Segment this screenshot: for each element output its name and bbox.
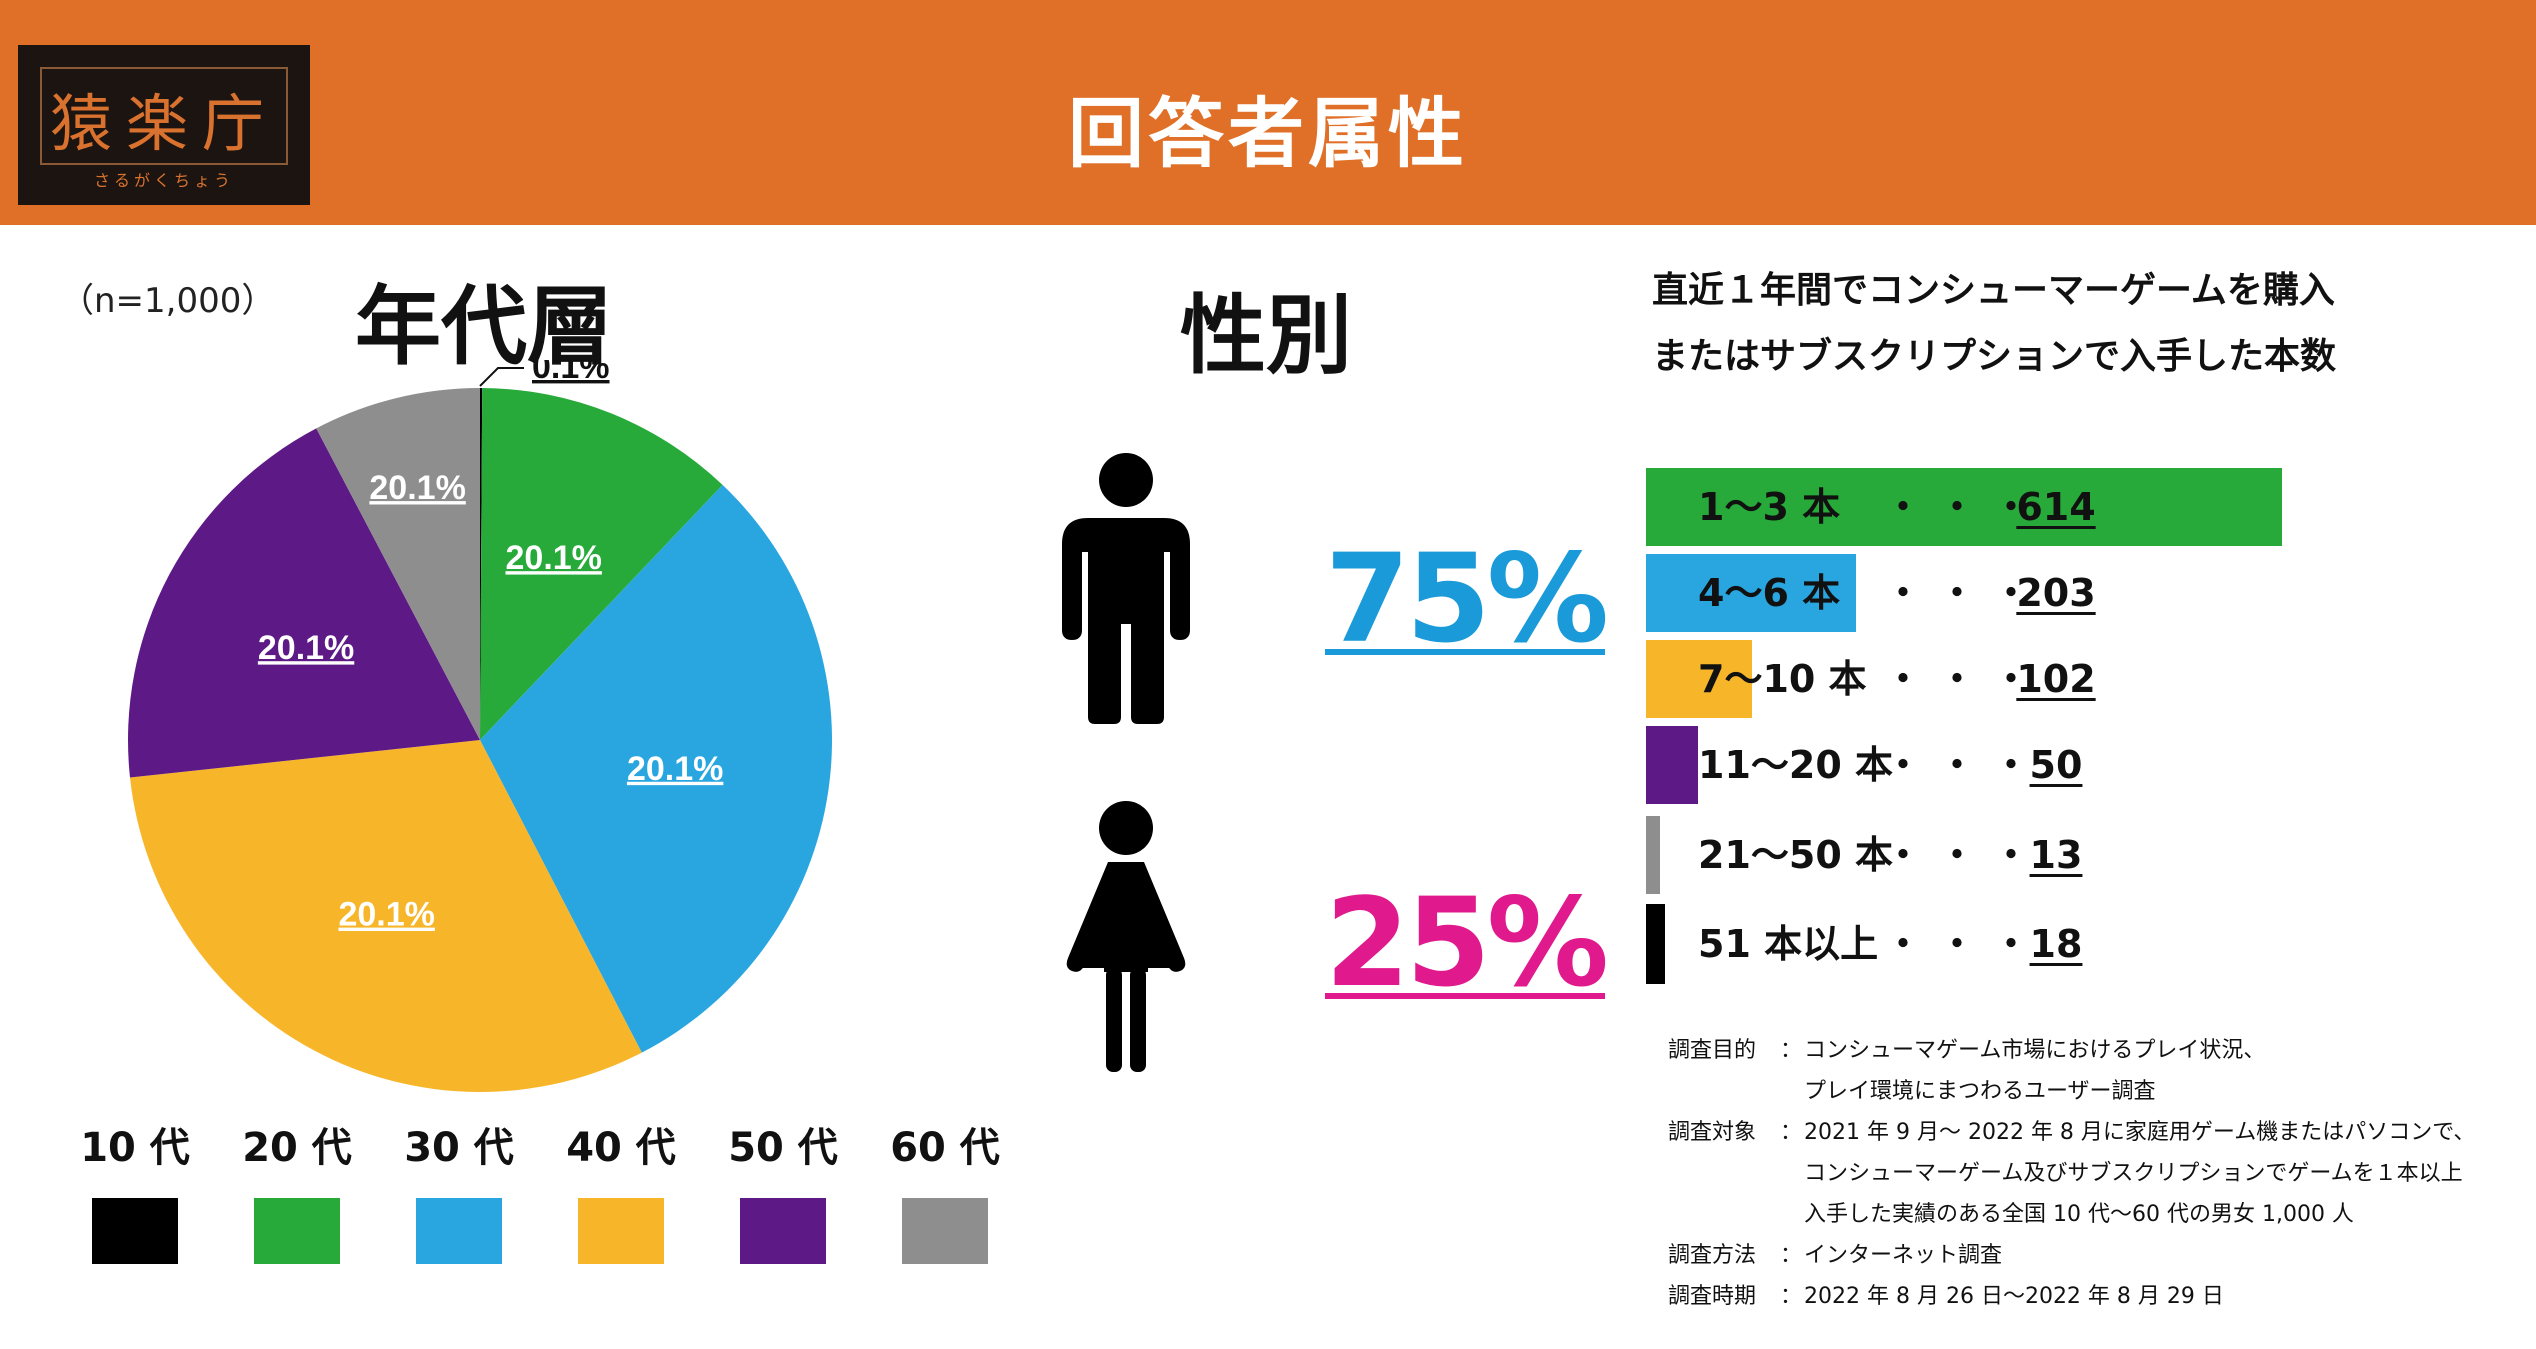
- bar-label: 51 本以上: [1698, 922, 1879, 966]
- pie-label-10代: 0.1%: [532, 360, 610, 386]
- bar-value: 13: [2029, 833, 2083, 877]
- header-bar: 猿楽庁 さるがくちょう 回答者属性: [0, 0, 2536, 225]
- bar-value: 614: [2016, 485, 2096, 529]
- note-separator: ：: [1780, 1284, 1803, 1309]
- legend-item-50代: 50 代: [718, 1120, 848, 1264]
- bar-label: 7〜10 本: [1698, 657, 1867, 701]
- legend-label: 30 代: [404, 1125, 514, 1171]
- legend-label: 10 代: [80, 1125, 190, 1171]
- note-value: 入手した実績のある全国 10 代〜60 代の男女 1,000 人: [1804, 1202, 2354, 1227]
- page-title: 回答者属性: [1068, 89, 1468, 178]
- bar-value: 50: [2029, 743, 2083, 787]
- bar: [1646, 726, 1698, 804]
- legend-item-10代: 10 代: [70, 1120, 200, 1264]
- bar-row: 4〜6 本・・・ 203: [1646, 554, 2506, 632]
- note-separator: ：: [1780, 1038, 1803, 1063]
- female-person-icon: [1066, 801, 1186, 1072]
- bar-chart-title: 直近１年間でコンシューマーゲームを購入 またはサブスクリプションで入手した本数: [1652, 258, 2336, 390]
- bar: [1646, 554, 1856, 632]
- legend-label: 50 代: [728, 1125, 838, 1171]
- pie-leader-line: [479, 367, 524, 387]
- logo-text: 猿楽庁: [49, 87, 278, 160]
- bar-label: 11〜20 本: [1698, 743, 1893, 787]
- legend-swatch: [740, 1198, 826, 1264]
- logo-frame: [40, 67, 288, 165]
- legend-swatch: [92, 1198, 178, 1264]
- bar-row: 51 本以上 ・・・ 18: [1646, 904, 2506, 984]
- pie-label-50代: 20.1%: [258, 629, 354, 667]
- legend-item-30代: 30 代: [394, 1120, 524, 1264]
- bar-row: 11〜20 本・・・ 50: [1646, 726, 2506, 804]
- bar-label: 4〜6 本: [1698, 571, 1841, 615]
- note-value: インターネット調査: [1804, 1243, 2003, 1268]
- pie-label-60代: 20.1%: [369, 469, 465, 507]
- bar-value: 18: [2029, 922, 2083, 966]
- pie-slice-30代: [480, 484, 833, 1053]
- bar: [1646, 640, 1752, 718]
- legend-label: 40 代: [566, 1125, 676, 1171]
- legend-label: 20 代: [242, 1125, 352, 1171]
- legend-swatch: [254, 1198, 340, 1264]
- bar-value: 102: [2016, 657, 2096, 701]
- gender-title: 性別: [1180, 286, 1352, 386]
- bar: [1646, 904, 1665, 984]
- logo: 猿楽庁 さるがくちょう: [18, 45, 310, 205]
- bar-dots: ・・・: [1884, 833, 2047, 877]
- legend-swatch: [578, 1198, 664, 1264]
- pie-label-20代: 20.1%: [506, 539, 602, 577]
- age-legend: 10 代 20 代 30 代 40 代 50 代 60 代: [0, 1120, 1040, 1300]
- bar-row: 1〜3 本・・・ 614: [1646, 468, 2506, 546]
- logo-reading: さるがくちょう: [93, 171, 234, 190]
- age-pie-chart: 0.1% 20.1% 20.1% 20.1% 20.1% 20.1%: [128, 360, 833, 1092]
- note-key: 調査方法: [1668, 1243, 1757, 1268]
- bar-dots: ・・・: [1884, 571, 2047, 615]
- bar-chart-title-line2: またはサブスクリプションで入手した本数: [1652, 336, 2337, 377]
- note-key: 調査対象: [1668, 1120, 1757, 1145]
- bar-dots: ・・・: [1884, 485, 2047, 529]
- bar-dots: ・・・: [1884, 922, 2047, 966]
- note-value: コンシューマゲーム市場におけるプレイ状況、: [1804, 1038, 2266, 1063]
- note-separator: ：: [1780, 1120, 1803, 1145]
- age-chart-title: 年代層: [355, 277, 613, 377]
- pie-label-30代: 20.1%: [627, 750, 723, 788]
- male-person-icon: [1062, 453, 1190, 724]
- pie-slice-50代: [128, 428, 480, 778]
- legend-item-20代: 20 代: [232, 1120, 362, 1264]
- bar-chart-title-line1: 直近１年間でコンシューマーゲームを購入: [1652, 270, 2335, 311]
- pie-slice-20代: [480, 388, 723, 740]
- bar-row: 7〜10 本・・・ 102: [1646, 640, 2506, 718]
- pie-slice-60代: [316, 388, 480, 740]
- sample-size: （n=1,000）: [60, 281, 276, 321]
- note-separator: ：: [1780, 1243, 1803, 1268]
- pie-slice-10代: [480, 388, 483, 740]
- note-key: 調査時期: [1668, 1284, 1757, 1309]
- note-value: 2022 年 8 月 26 日〜2022 年 8 月 29 日: [1804, 1284, 2224, 1309]
- legend-item-60代: 60 代: [880, 1120, 1010, 1264]
- bar-value: 203: [2016, 571, 2096, 615]
- bar-row: 21〜50 本・・・ 13: [1646, 816, 2506, 894]
- note-key: 調査目的: [1668, 1038, 1757, 1063]
- note-value: プレイ環境にまつわるユーザー調査: [1804, 1079, 2156, 1104]
- female-percentage: 25%: [1325, 872, 1609, 1014]
- pie-label-40代: 20.1%: [338, 896, 434, 934]
- pie-slice-40代: [130, 740, 642, 1092]
- bar-label: 21〜50 本: [1698, 833, 1893, 877]
- bar-dots: ・・・: [1884, 743, 2047, 787]
- legend-item-40代: 40 代: [556, 1120, 686, 1264]
- male-percentage: 75%: [1325, 528, 1609, 670]
- legend-swatch: [902, 1198, 988, 1264]
- bar-dots: ・・・: [1884, 657, 2047, 701]
- note-value: コンシューマーゲーム及びサブスクリプションでゲームを１本以上: [1804, 1161, 2463, 1186]
- legend-swatch: [416, 1198, 502, 1264]
- note-value: 2021 年 9 月〜 2022 年 8 月に家庭用ゲーム機またはパソコンで、: [1804, 1120, 2476, 1145]
- bar: [1646, 816, 1660, 894]
- bar: [1646, 468, 2282, 546]
- bar-label: 1〜3 本: [1698, 485, 1841, 529]
- legend-label: 60 代: [890, 1125, 1000, 1171]
